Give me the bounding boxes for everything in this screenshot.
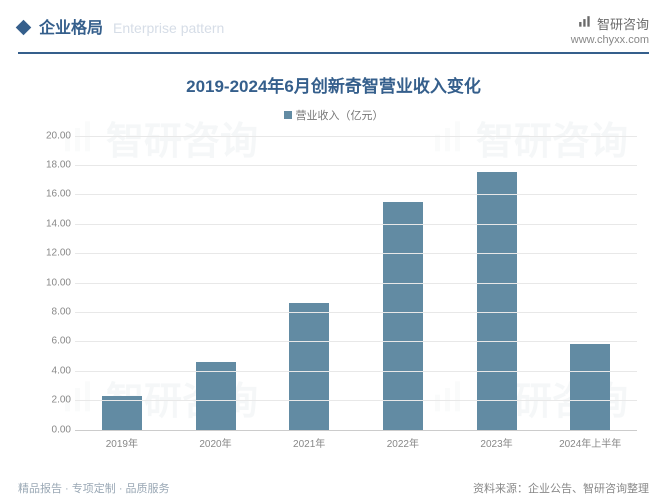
- ytick-label: 4.00: [33, 365, 71, 376]
- footer-right-prefix: 资料来源：: [473, 483, 528, 495]
- gridline: [75, 136, 637, 137]
- brand-name: 智研咨询: [597, 14, 649, 33]
- legend-label: 营业收入（亿元）: [296, 107, 384, 123]
- xtick-label: 2024年上半年: [559, 435, 621, 450]
- ytick-label: 10.00: [33, 277, 71, 288]
- ytick-label: 12.00: [33, 248, 71, 259]
- gridline: [75, 371, 637, 372]
- chart-legend: 营业收入（亿元）: [0, 107, 667, 123]
- brand-bar-icon: [577, 15, 593, 32]
- ytick-label: 6.00: [33, 336, 71, 347]
- footer-right: 资料来源：企业公告、智研咨询整理: [473, 480, 649, 496]
- gridline: [75, 312, 637, 313]
- ytick-label: 8.00: [33, 306, 71, 317]
- ytick-label: 16.00: [33, 189, 71, 200]
- plot-area: 2019年2020年2021年2022年2023年2024年上半年 0.002.…: [75, 136, 637, 431]
- footer: 精品报告 · 专项定制 · 品质服务 资料来源：企业公告、智研咨询整理: [18, 480, 649, 496]
- header: 企业格局 Enterprise pattern 智研咨询 www.chyxx.c…: [0, 0, 667, 46]
- ytick-label: 20.00: [33, 130, 71, 141]
- bar: [196, 362, 236, 430]
- gridline: [75, 283, 637, 284]
- header-left: 企业格局 Enterprise pattern: [18, 14, 224, 38]
- ytick-label: 2.00: [33, 395, 71, 406]
- xtick-label: 2023年: [480, 435, 512, 450]
- gridline: [75, 224, 637, 225]
- gridline: [75, 253, 637, 254]
- ytick-label: 18.00: [33, 159, 71, 170]
- bar: [383, 202, 423, 430]
- gridline: [75, 400, 637, 401]
- chart-title: 2019-2024年6月创新奇智营业收入变化: [0, 72, 667, 97]
- header-divider: [18, 52, 649, 54]
- brand-url: www.chyxx.com: [571, 34, 649, 46]
- xtick-label: 2019年: [106, 435, 138, 450]
- header-right: 智研咨询 www.chyxx.com: [571, 14, 649, 46]
- ytick-label: 14.00: [33, 218, 71, 229]
- footer-left: 精品报告 · 专项定制 · 品质服务: [18, 480, 170, 496]
- xtick-label: 2021年: [293, 435, 325, 450]
- section-title-cn: 企业格局: [39, 14, 103, 38]
- gridline: [75, 341, 637, 342]
- bar: [289, 303, 329, 429]
- gridline: [75, 165, 637, 166]
- diamond-icon: [16, 20, 32, 36]
- section-title-en: Enterprise pattern: [113, 20, 224, 36]
- ytick-label: 0.00: [33, 424, 71, 435]
- footer-right-sources: 企业公告、智研咨询整理: [528, 483, 649, 495]
- legend-swatch: [284, 111, 292, 119]
- bar: [570, 344, 610, 429]
- brand-line: 智研咨询: [571, 14, 649, 33]
- xtick-label: 2020年: [199, 435, 231, 450]
- chart-area: 2019年 2020年 2021年 2022年 2023年 2024年上半年 0.00 2.…: [35, 131, 647, 456]
- gridline: [75, 194, 637, 195]
- bar: [477, 172, 517, 429]
- xtick-label: 2022年: [387, 435, 419, 450]
